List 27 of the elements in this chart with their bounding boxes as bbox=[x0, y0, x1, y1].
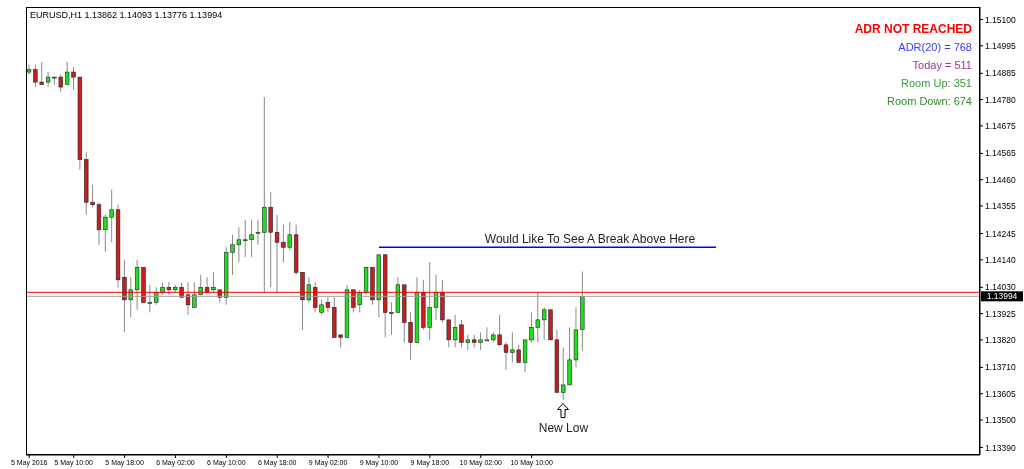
y-tick-label: 1.14030 bbox=[985, 282, 1016, 293]
y-tick-label: 1.14460 bbox=[985, 174, 1016, 185]
y-tick-label: 1.13820 bbox=[985, 334, 1016, 345]
y-tick-label: 1.13605 bbox=[985, 388, 1016, 399]
y-tick-label: 1.14780 bbox=[985, 94, 1016, 105]
annotation: Room Up: 351 bbox=[901, 77, 972, 89]
y-tick-label: 1.13710 bbox=[985, 362, 1016, 373]
annotation: ADR(20) = 768 bbox=[898, 41, 972, 53]
y-tick-label: 1.13390 bbox=[985, 442, 1016, 453]
y-tick-label: 1.13500 bbox=[985, 414, 1016, 425]
y-tick-label: 1.14355 bbox=[985, 200, 1016, 211]
y-tick-label: 1.15100 bbox=[985, 14, 1016, 25]
annotation: Room Down: 674 bbox=[887, 95, 972, 107]
annotation: New Low bbox=[537, 421, 590, 435]
y-tick-label: 1.14675 bbox=[985, 120, 1016, 131]
y-tick-label: 1.14995 bbox=[985, 40, 1016, 51]
y-tick-label: 1.14565 bbox=[985, 148, 1016, 159]
annotation: Today = 511 bbox=[912, 59, 972, 71]
y-tick-label: 1.14885 bbox=[985, 68, 1016, 79]
chart-title: EURUSD,H1 1.13862 1.14093 1.13776 1.13994 bbox=[30, 10, 223, 20]
y-tick-label: 1.13925 bbox=[985, 308, 1016, 319]
y-tick-label: 1.14245 bbox=[985, 228, 1016, 239]
annotation: ADR NOT REACHED bbox=[854, 22, 972, 36]
y-tick-label: 1.14140 bbox=[985, 254, 1016, 265]
annotation: Would Like To See A Break Above Here bbox=[483, 232, 697, 246]
ref-line-label: 1.13994 bbox=[986, 291, 1018, 302]
candlestick bbox=[255, 219, 261, 246]
